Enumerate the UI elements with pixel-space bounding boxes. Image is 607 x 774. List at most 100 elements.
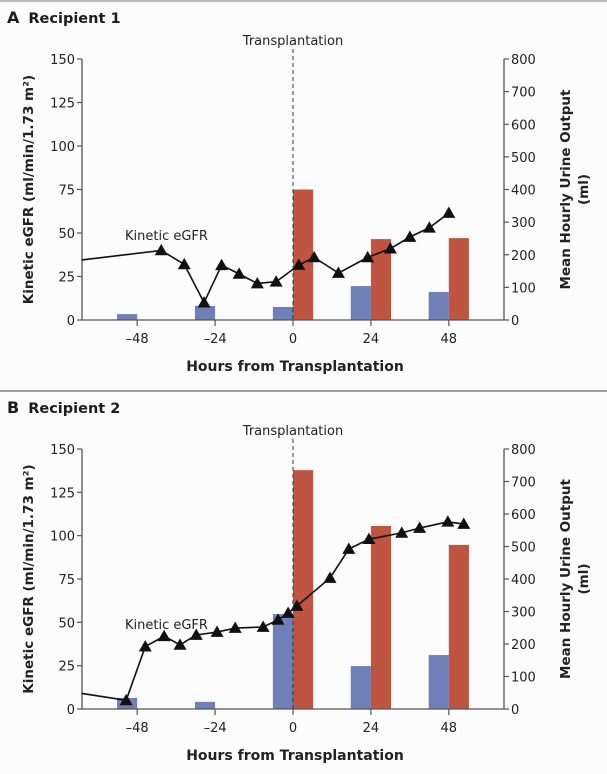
b-right-tick-label-2: 200 [511,638,536,653]
b-egfr-point-17 [457,517,471,529]
a-egfr-point-7 [292,258,306,270]
b-right-axis-title-unit: (ml) [576,563,592,594]
b-right-tick-label-1: 100 [511,671,536,686]
b-bar-red-4 [448,544,469,709]
a-egfr-point-11 [383,242,397,254]
b-egfr-point-10 [290,599,304,611]
a-x-tick-label-2: 0 [289,332,297,347]
a-left-axis-title: Kinetic eGFR (ml/min/1.73 m²) [21,75,37,304]
b-right-tick-label-5: 500 [511,541,536,556]
b-left-tick-label-2: 50 [58,616,75,631]
panel-b-letter: B [7,398,20,417]
a-egfr-point-4 [232,267,246,279]
b-x-tick-label-1: –24 [204,721,227,736]
b-egfr-point-8 [271,613,285,625]
a-egfr-point-1 [177,257,191,270]
b-bar-red-2 [293,470,314,709]
a-bar-blue-0 [117,314,138,320]
a-bar-red-3 [370,239,392,320]
a-egfr-point-3 [215,258,229,271]
a-bar-red-2 [293,189,314,320]
a-right-tick-label-1: 100 [511,281,536,296]
a-left-tick-label-2: 50 [58,227,75,242]
b-right-tick-label-7: 700 [511,476,536,491]
a-egfr-point-8 [307,250,321,263]
a-left-tick-label-3: 75 [58,184,75,199]
panel-a-title-text: Recipient 1 [28,11,121,27]
b-egfr-point-11 [323,571,337,583]
b-left-tick-label-3: 75 [58,573,75,588]
a-right-tick-label-5: 500 [511,151,536,166]
b-x-tick-label-3: 24 [363,721,380,736]
b-egfr-point-15 [413,521,427,533]
a-right-axis-title-unit: (ml) [576,174,592,205]
a-line-label: Kinetic eGFR [125,229,208,244]
panel-a-letter: A [7,8,20,27]
b-egfr-point-4 [189,628,203,640]
b-egfr-point-13 [362,532,376,545]
b-x-tick-label-0: –48 [126,721,149,736]
b-left-tick-label-1: 25 [58,660,75,675]
a-right-tick-label-4: 400 [511,184,536,199]
b-egfr-point-16 [441,515,455,527]
a-left-tick-label-0: 0 [67,314,75,329]
a-right-tick-label-0: 0 [511,314,519,329]
a-egfr-point-9 [331,266,345,278]
a-egfr-point-2 [197,296,211,308]
a-x-tick-label-4: 48 [441,332,458,347]
a-egfr-point-13 [422,221,436,233]
a-egfr-point-14 [442,206,456,218]
a-bar-blue-4 [428,291,449,320]
a-right-tick-label-2: 200 [511,249,536,264]
a-right-tick-label-7: 700 [511,86,536,101]
b-egfr-point-9 [281,606,295,618]
a-egfr-point-10 [361,250,375,263]
b-right-tick-label-3: 300 [511,606,536,621]
b-egfr-point-14 [395,526,409,538]
b-bar-blue-4 [428,655,449,709]
panel-a-title: A Recipient 1 [7,8,121,27]
b-right-axis-title: Mean Hourly Urine Output [558,478,574,679]
b-egfr-point-6 [228,621,242,633]
a-bar-blue-2 [272,306,293,320]
b-bar-blue-1 [194,701,216,709]
a-bar-blue-3 [350,286,371,320]
b-left-tick-label-5: 125 [50,486,75,501]
a-x-tick-label-3: 24 [363,332,380,347]
b-egfr-point-2 [157,629,171,642]
b-egfr-point-1 [138,640,152,652]
panel-b-title: B Recipient 2 [7,398,120,417]
panel-b-title-text: Recipient 2 [28,401,121,417]
a-x-axis-title: Hours from Transplantation [186,359,404,375]
b-left-tick-label-4: 100 [50,530,75,545]
a-egfr-point-12 [403,230,417,242]
b-egfr-point-7 [256,620,270,632]
b-transplant-label: Transplantation [242,424,343,439]
b-x-tick-label-4: 48 [441,721,458,736]
b-right-tick-label-6: 600 [511,508,536,523]
a-x-tick-label-0: –48 [126,332,149,347]
b-right-tick-label-0: 0 [511,703,519,718]
b-egfr-point-3 [173,638,187,650]
a-egfr-point-6 [269,275,283,287]
a-right-tick-label-8: 800 [511,53,536,68]
a-transplant-label: Transplantation [242,34,343,49]
a-left-tick-label-5: 125 [50,97,75,112]
top-border [0,0,607,2]
b-bar-red-3 [370,526,392,709]
b-x-tick-label-2: 0 [289,721,297,736]
a-egfr-point-0 [154,243,168,256]
a-bar-red-4 [448,238,469,320]
a-x-tick-label-1: –24 [204,332,227,347]
b-right-tick-label-4: 400 [511,573,536,588]
b-left-tick-label-6: 150 [50,443,75,458]
b-left-axis-title: Kinetic eGFR (ml/min/1.73 m²) [21,464,37,693]
b-egfr-point-5 [210,625,224,637]
a-left-tick-label-4: 100 [50,140,75,155]
panel-divider [0,390,607,392]
b-line-label: Kinetic eGFR [125,618,208,633]
b-left-tick-label-0: 0 [67,703,75,718]
b-bar-blue-3 [350,666,371,709]
chart-recipient-1: Transplantation 0 25 50 75 100 125 150 0 100 200 30… [21,34,592,375]
a-right-tick-label-3: 300 [511,216,536,231]
